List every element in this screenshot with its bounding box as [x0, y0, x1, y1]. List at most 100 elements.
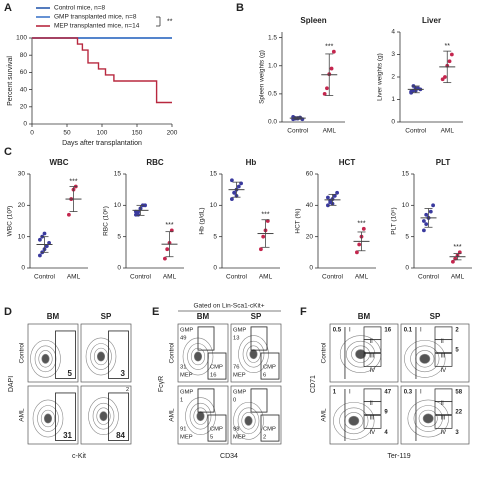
x-tick-label: AML: [441, 128, 455, 135]
data-point: [42, 231, 47, 236]
contour: [418, 409, 438, 428]
legend-label: MEP transplanted mice, n=14: [54, 23, 140, 30]
data-point: [332, 194, 337, 198]
y-tick-label: 40: [20, 86, 28, 93]
row-label: AML: [321, 408, 328, 422]
gate: [363, 339, 382, 353]
y-tick-label: 3: [391, 51, 395, 58]
y-tick-label: 0: [117, 265, 121, 272]
gate-value: 3: [121, 369, 126, 378]
data-point: [67, 212, 71, 217]
y-axis-label: Liver weights (g): [377, 53, 384, 101]
gate: [260, 352, 280, 380]
chart-title: WBC: [49, 158, 68, 167]
data-point: [230, 178, 234, 183]
contour: [413, 405, 443, 432]
plot-frame: [80, 323, 132, 383]
x-axis-label: Ter-119: [387, 453, 410, 460]
x-tick-label: Control: [226, 274, 248, 281]
contour: [193, 407, 208, 425]
data-point: [431, 203, 435, 208]
data-point: [165, 247, 170, 252]
gate-label: III: [369, 415, 374, 421]
row-label: Control: [19, 342, 26, 364]
data-point: [38, 253, 42, 258]
y-tick-label: 1.5: [268, 34, 277, 41]
y-axis-label: Hb (g/dL): [199, 207, 206, 234]
x-tick-label: 150: [132, 130, 143, 137]
significance: **: [167, 18, 173, 25]
y-tick-label: 30: [18, 171, 26, 178]
y-tick-label: 60: [20, 69, 28, 76]
contour: [96, 407, 111, 425]
significance: ***: [357, 221, 365, 228]
chart-title: HCT: [339, 158, 356, 167]
gate-label: 13: [233, 335, 239, 341]
gate-label: 1: [180, 397, 183, 403]
contour: [85, 337, 117, 376]
contour: [346, 340, 376, 368]
row-label: Control: [321, 342, 328, 364]
y-tick-label: 5: [405, 233, 409, 240]
gate-label: 2: [263, 435, 266, 441]
gate-label: I: [349, 389, 351, 395]
gate-label: 98: [233, 426, 239, 432]
contour: [193, 351, 203, 362]
contour: [37, 405, 59, 432]
gate-label: 49: [180, 335, 186, 341]
gate: [434, 401, 453, 415]
gate-label: 2: [455, 327, 459, 333]
gate-label: MEP: [180, 435, 193, 441]
contour: [351, 345, 371, 363]
y-tick-label: 20: [306, 233, 314, 240]
panel-letter: C: [4, 146, 12, 158]
gate: [207, 414, 227, 442]
gate-label: GMP: [180, 389, 193, 395]
y-tick-label: 4: [391, 29, 395, 36]
y-tick-label: 60: [306, 171, 314, 178]
contour: [410, 345, 440, 373]
gate-label: III: [440, 415, 445, 421]
column-header: SP: [430, 312, 441, 321]
gate-label: 4: [384, 430, 388, 436]
y-tick-label: 20: [18, 202, 26, 209]
gate: [434, 415, 453, 429]
contour: [355, 349, 366, 360]
contour: [404, 339, 446, 378]
data-point: [325, 86, 329, 91]
x-tick-label: Control: [322, 274, 344, 281]
gate-label: MEP: [233, 373, 246, 379]
y-axis-label: DAPI: [8, 376, 15, 392]
contour: [244, 415, 253, 426]
contour: [422, 413, 434, 424]
gate-label: II: [369, 401, 373, 407]
data-point: [331, 49, 336, 54]
y-tick-label: 40: [306, 202, 314, 209]
x-tick-label: 0: [30, 130, 34, 137]
contour: [43, 413, 53, 424]
contour: [189, 402, 212, 430]
y-tick-label: 5: [213, 233, 217, 240]
y-tick-label: 0.0: [268, 119, 277, 126]
data-point: [261, 234, 266, 239]
chart-title: Spleen: [300, 16, 326, 25]
gate-label: 9: [384, 410, 388, 416]
gate-value: 2: [126, 387, 129, 393]
gate-label: GMP: [233, 327, 246, 333]
y-tick-label: 100: [16, 35, 27, 42]
x-tick-label: Control: [34, 274, 56, 281]
y-tick-label: 10: [18, 233, 26, 240]
significance: ***: [69, 178, 77, 185]
column-header: BM: [358, 312, 371, 321]
column-header: BM: [197, 312, 210, 321]
gate-label: I: [420, 389, 422, 395]
contour: [339, 407, 369, 435]
data-point: [44, 244, 49, 248]
data-point: [422, 228, 426, 233]
contour: [242, 340, 265, 368]
contour: [93, 347, 109, 366]
data-point: [136, 212, 141, 217]
gate-label: II: [440, 339, 444, 345]
x-tick-label: 100: [97, 130, 108, 137]
x-tick-label: Control: [130, 274, 152, 281]
